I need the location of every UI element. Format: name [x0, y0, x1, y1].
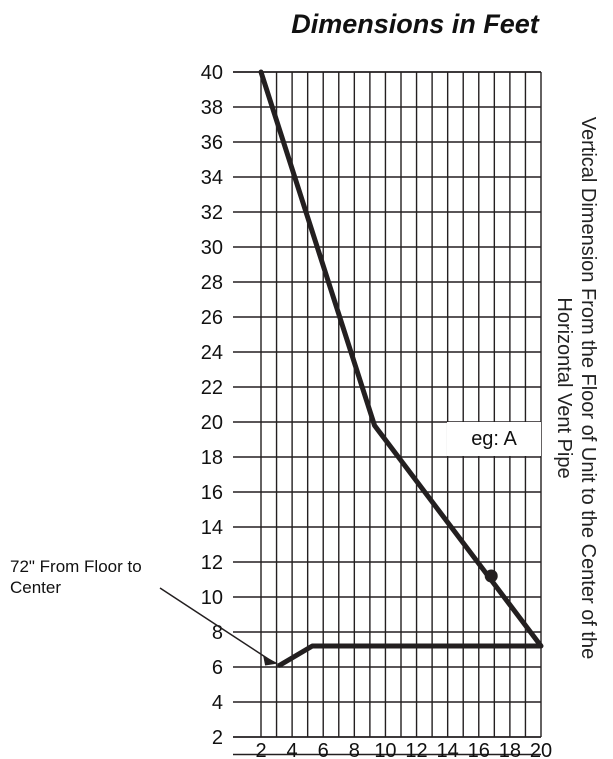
y-axis-title: Vertical Dimension From the Floor of Uni…: [553, 116, 599, 660]
y-tick-label: 24: [201, 342, 223, 364]
y-tick-label: 26: [201, 307, 223, 329]
y-tick-label: 6: [212, 657, 223, 679]
note-arrow-line: [159, 587, 273, 663]
y-tick-label: 38: [201, 97, 223, 119]
annotation-note-text: 72" From Floor to Center: [10, 557, 142, 597]
y-tick-label: 40: [201, 62, 223, 84]
x-tick-label: 16: [468, 740, 490, 759]
y-tick-label: 18: [201, 447, 223, 469]
y-tick-label: 10: [201, 587, 223, 609]
y-axis-title-wrap: Vertical Dimension From the Floor of Uni…: [553, 88, 599, 688]
y-tick-label: 8: [212, 622, 223, 644]
y-tick-label: 34: [201, 167, 223, 189]
y-tick-label: 20: [201, 412, 223, 434]
x-tick-label: 10: [374, 740, 396, 759]
chart-title: Dimensions in Feet: [291, 9, 539, 39]
x-tick-label: 6: [318, 740, 329, 759]
x-tick-label: 12: [405, 740, 427, 759]
series: [258, 69, 544, 668]
x-tick-label: 2: [255, 740, 266, 759]
y-tick-label: 14: [201, 517, 223, 539]
y-tick-label: 16: [201, 482, 223, 504]
note-arrow-head: [263, 655, 279, 666]
point-a-marker: [484, 569, 498, 583]
annotation-marks: [159, 569, 498, 666]
x-tick-label: 14: [437, 740, 459, 759]
y-tick-label: 32: [201, 202, 223, 224]
x-tick-label: 8: [349, 740, 360, 759]
y-tick-label: 2: [212, 727, 223, 749]
x-tick-label: 18: [499, 740, 521, 759]
y-tick-label: 28: [201, 272, 223, 294]
x-tick-label: 4: [287, 740, 298, 759]
y-tick-label: 22: [201, 377, 223, 399]
y-tick-label: 4: [212, 692, 223, 714]
y-tick-label: 36: [201, 132, 223, 154]
y-tick-label: 30: [201, 237, 223, 259]
annotation-eg-a: eg: A: [447, 422, 541, 456]
annotation-note: 72" From Floor to Center: [10, 556, 160, 598]
series-line: [258, 69, 544, 668]
y-tick-label: 12: [201, 552, 223, 574]
x-tick-label: 20: [530, 740, 552, 759]
grid: [233, 71, 542, 756]
